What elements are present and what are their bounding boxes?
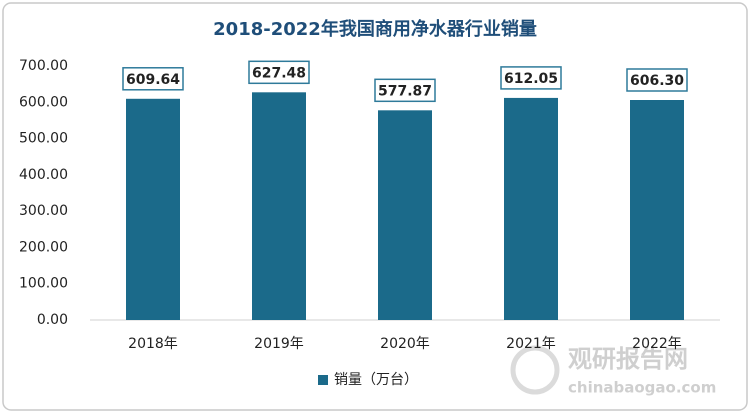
y-tick-label: 700.00 — [19, 58, 68, 74]
y-tick-label: 400.00 — [19, 167, 68, 183]
data-label-box — [626, 68, 688, 92]
x-tick-label: 2018年 — [128, 336, 178, 352]
data-label-box — [248, 60, 310, 85]
bar — [504, 97, 558, 320]
data-label-box — [374, 78, 436, 103]
watermark-name: 观研报告网 — [568, 345, 688, 373]
y-tick-label: 200.00 — [19, 239, 68, 255]
legend-label: 销量（万台） — [334, 372, 418, 388]
chart-title: 2018-2022年我国商用净水器行业销量 — [213, 18, 537, 40]
watermark-logo — [510, 345, 560, 395]
y-tick-label: 0.00 — [37, 312, 68, 328]
y-tick-label: 300.00 — [19, 203, 68, 219]
y-tick-label: 100.00 — [19, 276, 68, 292]
data-label-box — [122, 67, 184, 91]
watermark: 观研报告网 chinabaogao.com — [510, 345, 716, 397]
x-tick-label: 2020年 — [380, 336, 430, 352]
bar — [126, 98, 180, 320]
y-tick-label: 500.00 — [19, 131, 68, 147]
data-label: 577.87 — [378, 83, 432, 99]
y-tick-label: 600.00 — [19, 94, 68, 110]
bar — [378, 110, 432, 321]
legend-swatch — [318, 375, 328, 385]
x-tick-label: 2021年 — [506, 336, 556, 352]
data-label: 612.05 — [504, 71, 558, 87]
data-label: 609.64 — [126, 72, 180, 88]
data-label: 627.48 — [252, 65, 306, 81]
bar — [252, 92, 306, 321]
data-label: 606.30 — [630, 73, 684, 89]
bar — [630, 99, 684, 320]
frame — [2, 2, 748, 411]
x-tick-label: 2022年 — [632, 336, 682, 352]
data-label-box — [500, 66, 562, 90]
watermark-url: chinabaogao.com — [568, 379, 716, 397]
x-tick-label: 2019年 — [254, 336, 304, 352]
